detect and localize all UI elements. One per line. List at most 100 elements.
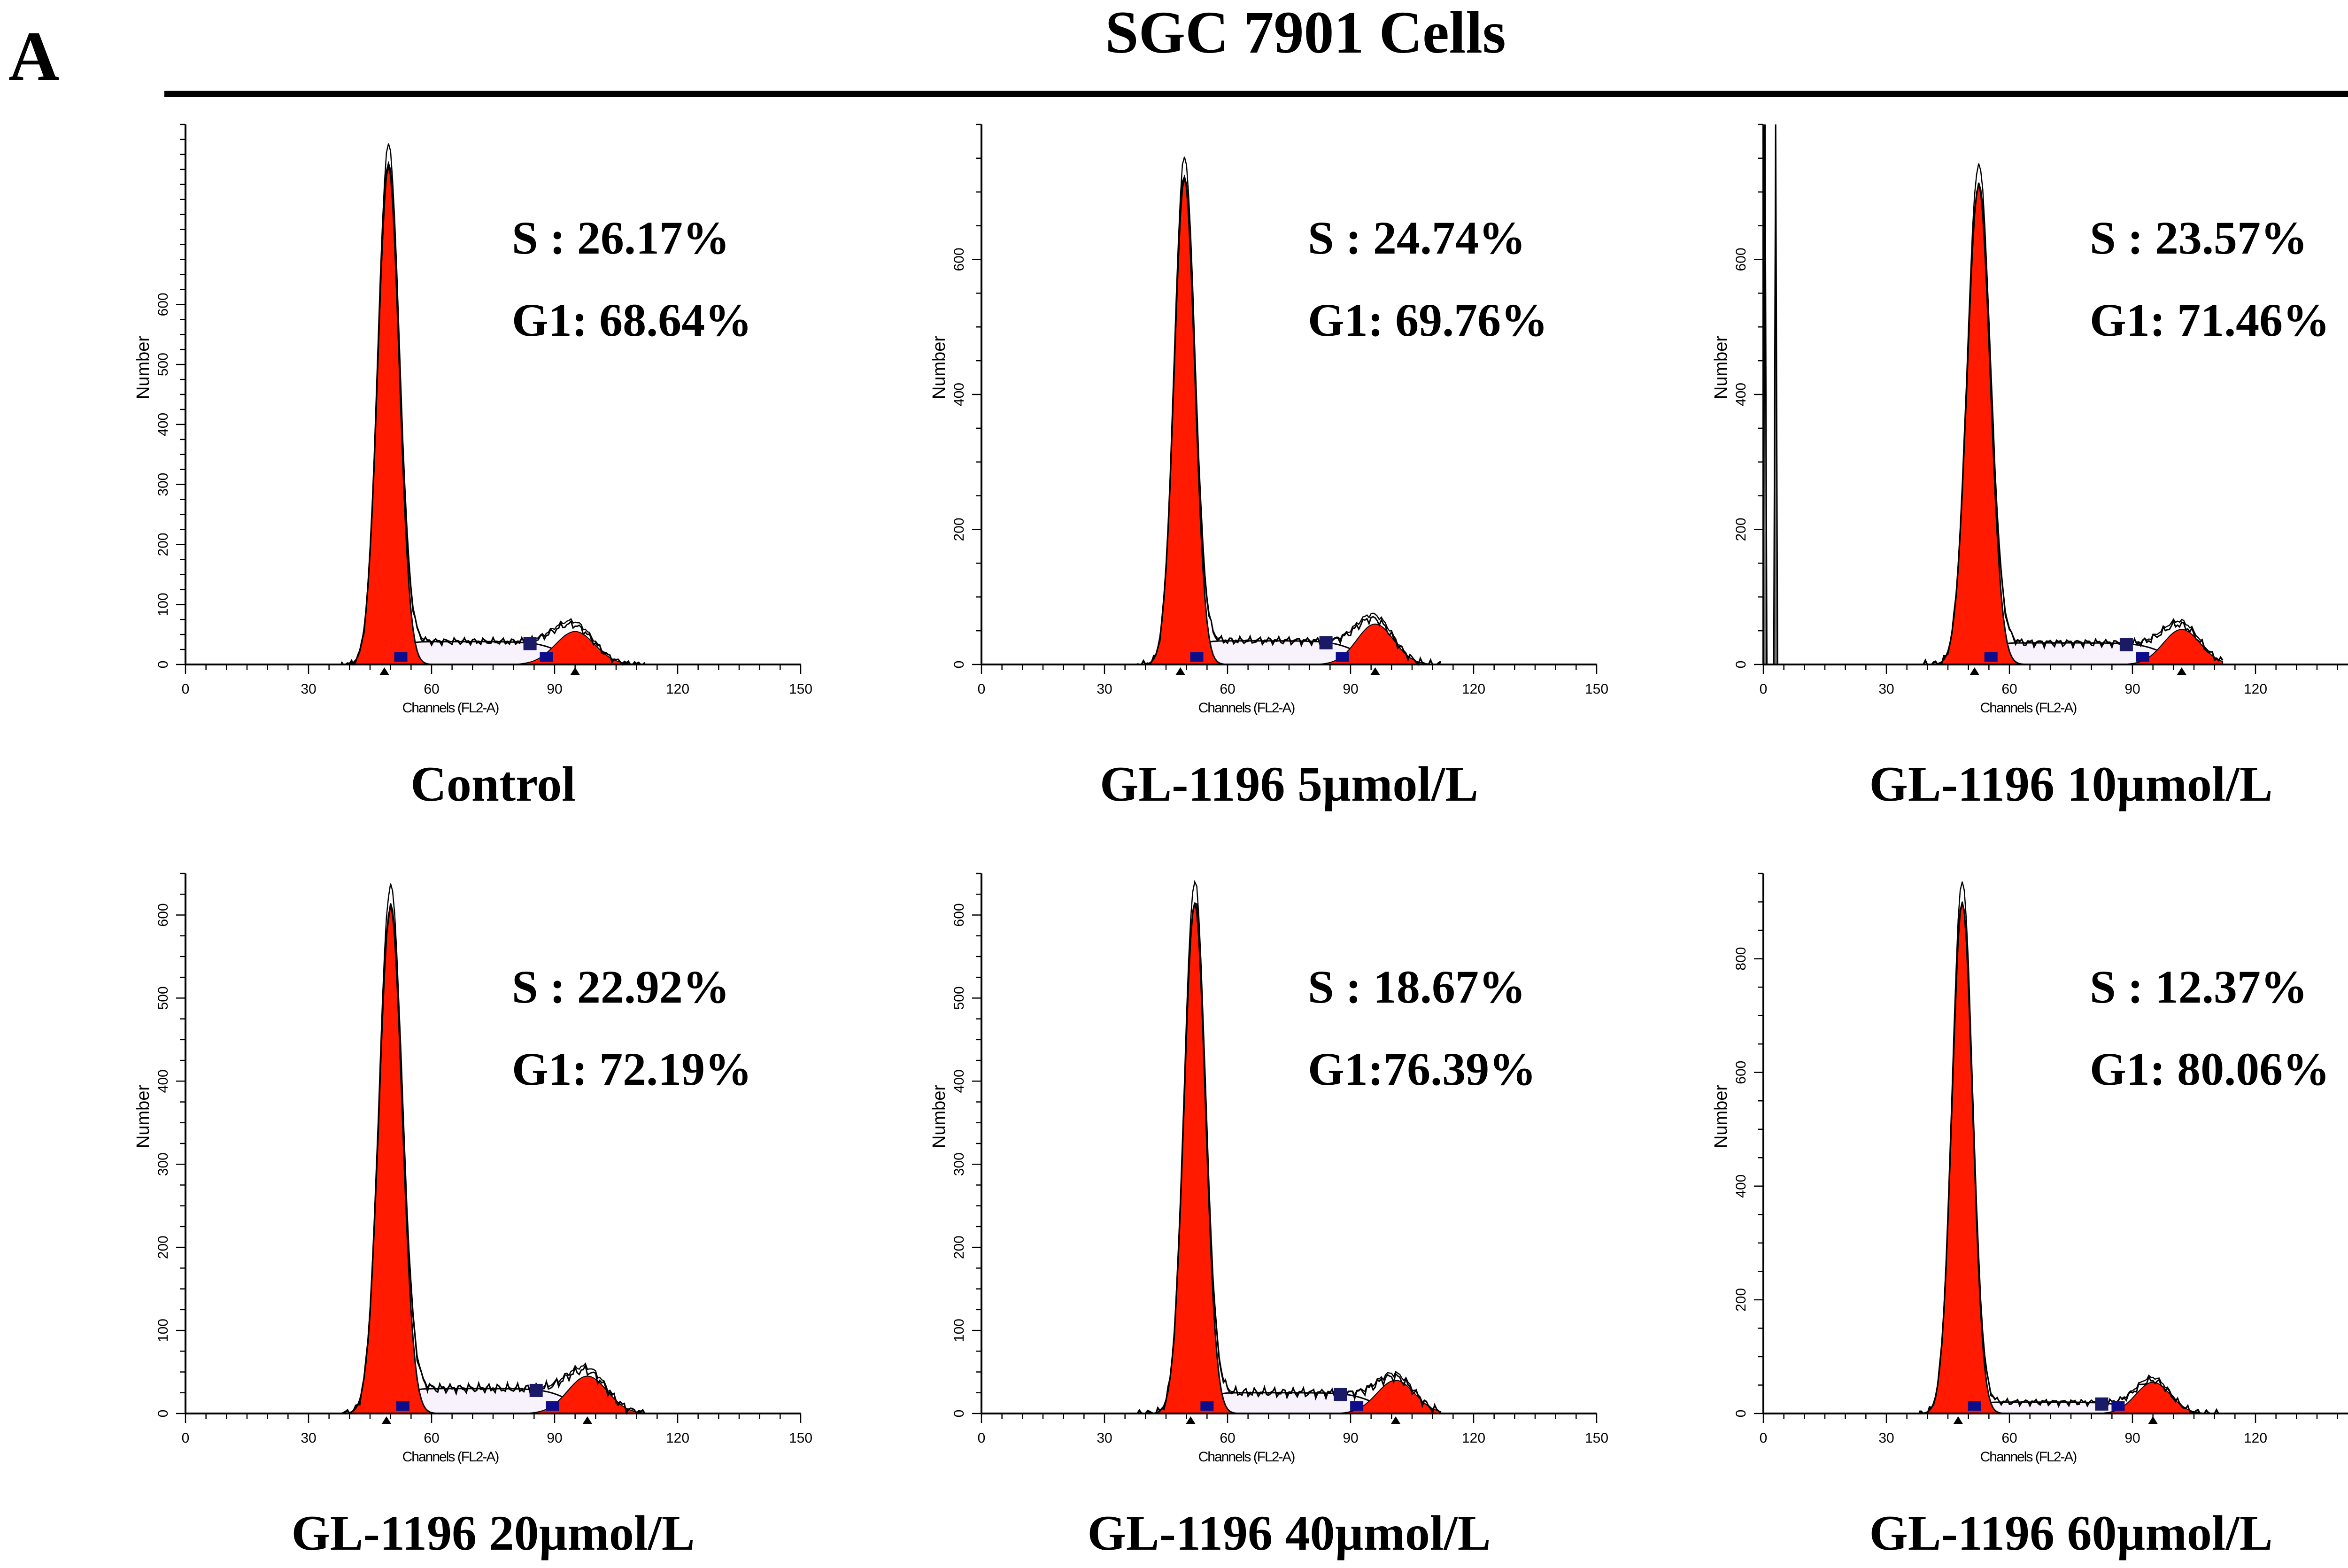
y-tick-label: 200 xyxy=(155,1236,171,1259)
x-tick-label: 120 xyxy=(666,681,689,697)
g1-phase-label: G1: 72.19% xyxy=(512,1043,752,1095)
x-tick-label: 30 xyxy=(1097,1430,1112,1446)
y-tick-label: 0 xyxy=(155,1410,171,1418)
y-axis-label: Number xyxy=(133,1085,153,1148)
peak-marker xyxy=(1175,667,1185,675)
x-tick-label: 30 xyxy=(301,1430,316,1446)
x-tick-label: 0 xyxy=(182,1430,190,1446)
y-axis-label: Number xyxy=(1711,1085,1731,1148)
gate-marker xyxy=(1350,1401,1364,1411)
histogram-panel: 0 30 60 90 120 150 0 100 200 300 400 500 600 Channels… xyxy=(929,873,1608,1560)
x-tick-label: 60 xyxy=(424,681,439,697)
y-tick-label: 400 xyxy=(155,413,171,436)
y-tick-label: 500 xyxy=(155,986,171,1010)
x-tick-label: 0 xyxy=(1760,681,1768,697)
x-tick-label: 0 xyxy=(978,681,986,697)
panel-caption: GL-1196 10µmol/L xyxy=(1869,757,2272,811)
y-tick-label: 600 xyxy=(1733,1061,1749,1084)
s-phase-label: S : 12.37% xyxy=(2090,961,2308,1013)
panel-caption: Control xyxy=(410,757,575,811)
x-tick-label: 90 xyxy=(547,1430,562,1446)
x-tick-label: 120 xyxy=(1462,681,1485,697)
y-axis-label: Number xyxy=(133,336,153,399)
histogram-line-secondary xyxy=(341,143,645,666)
x-tick-label: 60 xyxy=(1220,681,1235,697)
y-tick-label: 300 xyxy=(155,473,171,496)
peak-marker xyxy=(1186,1416,1196,1424)
y-tick-label: 600 xyxy=(951,247,967,271)
panel-caption: GL-1196 20µmol/L xyxy=(291,1506,695,1560)
x-tick-label: 0 xyxy=(978,1430,986,1446)
gate-marker xyxy=(396,1401,409,1411)
x-axis-label: Channels (FL2-A) xyxy=(1980,700,2077,716)
gate-marker xyxy=(1319,636,1333,649)
histogram-line xyxy=(341,903,646,1415)
x-tick-label: 120 xyxy=(2244,1430,2267,1446)
y-tick-label: 200 xyxy=(951,518,967,541)
y-tick-label: 300 xyxy=(951,1152,967,1176)
histogram-line-secondary xyxy=(1137,880,1442,1414)
x-tick-label: 150 xyxy=(1585,681,1608,697)
peak-marker xyxy=(1391,1416,1401,1424)
y-tick-label: 400 xyxy=(951,1069,967,1093)
figure-title: SGC 7901 Cells xyxy=(1105,0,1506,66)
g1-phase-label: G1: 71.46% xyxy=(2090,294,2330,346)
x-tick-label: 150 xyxy=(1585,1430,1608,1446)
panel-caption: GL-1196 60µmol/L xyxy=(1869,1506,2272,1560)
x-tick-label: 30 xyxy=(1097,681,1112,697)
y-axis-label: Number xyxy=(929,1085,949,1148)
y-tick-label: 600 xyxy=(155,293,171,316)
x-tick-label: 60 xyxy=(2001,1430,2017,1446)
panels: 0 30 60 90 120 1500100200300400500600Channels… xyxy=(133,124,2348,1560)
gate-marker xyxy=(2136,652,2149,662)
g1-phase-label: G1: 80.06% xyxy=(2090,1043,2330,1095)
y-tick-label: 400 xyxy=(951,383,967,406)
peak-marker xyxy=(381,1416,391,1424)
y-tick-label: 100 xyxy=(155,1319,171,1342)
gate-marker xyxy=(1334,1388,1347,1401)
y-tick-label: 100 xyxy=(155,593,171,616)
histogram-panel: 0 30 60 90 120 150 0 100 200 300 400 500 600 Channels… xyxy=(133,873,812,1560)
x-tick-label: 90 xyxy=(2124,681,2140,697)
gate-marker xyxy=(394,652,408,662)
y-axis-label: Number xyxy=(1711,336,1731,399)
gate-marker xyxy=(1968,1401,1981,1411)
x-tick-label: 30 xyxy=(1878,681,1894,697)
peak-marker xyxy=(2148,1416,2158,1424)
s-phase-label: S : 22.92% xyxy=(512,961,730,1013)
s-phase-label: S : 18.67% xyxy=(1308,961,1526,1013)
gate-marker xyxy=(2095,1397,2109,1411)
y-tick-label: 600 xyxy=(155,903,171,927)
g1-phase-label: G1: 68.64% xyxy=(512,294,752,346)
s-phase-label: S : 23.57% xyxy=(2090,212,2308,264)
x-tick-label: 150 xyxy=(789,681,812,697)
peak-marker xyxy=(570,667,580,675)
x-axis-label: Channels (FL2-A) xyxy=(402,1449,499,1465)
y-tick-label: 500 xyxy=(951,986,967,1010)
gate-marker xyxy=(523,637,537,650)
y-tick-label: 800 xyxy=(1733,947,1749,971)
x-tick-label: 30 xyxy=(301,681,316,697)
y-tick-label: 0 xyxy=(951,661,967,669)
y-tick-label: 300 xyxy=(155,1152,171,1176)
gate-marker xyxy=(1336,652,1349,662)
g1-phase-label: G1: 69.76% xyxy=(1308,294,1548,346)
y-tick-label: 400 xyxy=(155,1069,171,1093)
x-axis-label: Channels (FL2-A) xyxy=(1198,1449,1295,1465)
s-phase-label: S : 24.74% xyxy=(1308,212,1526,264)
peak-marker xyxy=(1370,667,1380,675)
x-tick-label: 120 xyxy=(1462,1430,1485,1446)
histogram-panel: 03060901201500200400600800Channels (FL2-… xyxy=(1711,873,2348,1560)
y-tick-label: 200 xyxy=(951,1236,967,1259)
histogram-line-secondary xyxy=(1137,156,1441,665)
y-tick-label: 0 xyxy=(155,661,171,669)
panel-caption: GL-1196 40µmol/L xyxy=(1087,1506,1491,1560)
y-axis-label: Number xyxy=(929,336,949,399)
gate-marker xyxy=(2111,1401,2125,1411)
g1-phase-label: G1:76.39% xyxy=(1308,1043,1536,1095)
panel-letter: A xyxy=(8,17,59,95)
x-axis-label: Channels (FL2-A) xyxy=(402,700,499,716)
